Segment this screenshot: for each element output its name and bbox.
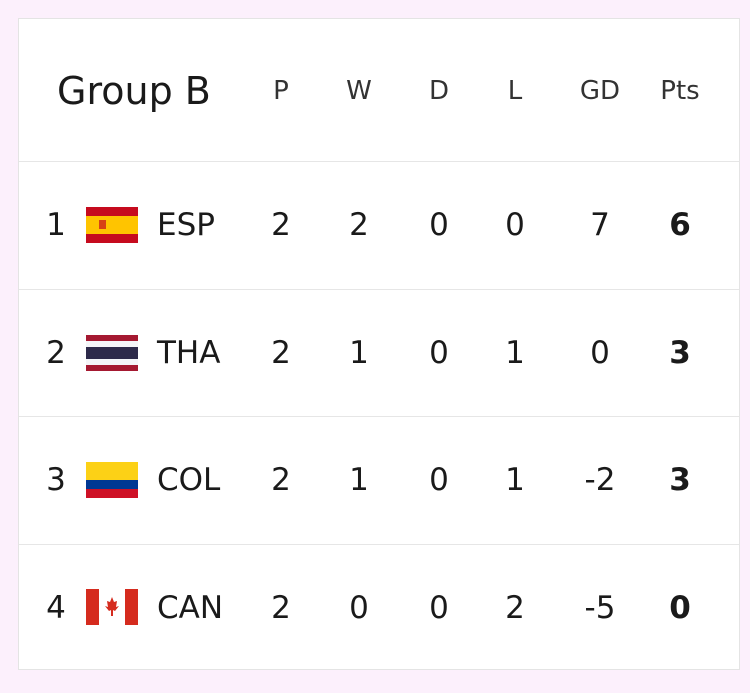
stat: -2 bbox=[584, 462, 616, 498]
row-divider bbox=[19, 544, 739, 545]
flag-tha bbox=[86, 335, 138, 371]
team-code: COL bbox=[157, 462, 221, 498]
rank: 1 bbox=[46, 207, 66, 243]
rank: 2 bbox=[46, 334, 66, 371]
stat: 0 bbox=[505, 207, 525, 243]
stat: 2 bbox=[349, 207, 369, 243]
stat: 1 bbox=[349, 334, 369, 371]
column-header: W bbox=[346, 76, 372, 106]
standings-table: Group B P W D L GD Pts 1 ESP 2 2 0 0 7 6 2 THA 2 1 0 1 0 3 3 COL… bbox=[18, 18, 740, 670]
rank: 4 bbox=[46, 589, 66, 626]
rank: 3 bbox=[46, 462, 66, 498]
stat: 3 bbox=[669, 462, 691, 498]
stat: 2 bbox=[271, 462, 291, 498]
stat: 2 bbox=[271, 334, 291, 371]
column-header: L bbox=[507, 76, 523, 106]
flag-can bbox=[86, 589, 138, 625]
stat: 3 bbox=[669, 334, 691, 371]
stat: 1 bbox=[505, 462, 525, 498]
row-divider bbox=[19, 416, 739, 417]
stat: 0 bbox=[349, 589, 369, 626]
flag-esp bbox=[86, 207, 138, 243]
group-title: Group B bbox=[57, 69, 211, 113]
stat: 0 bbox=[429, 334, 449, 371]
stat: 0 bbox=[590, 334, 610, 371]
column-header: D bbox=[428, 76, 450, 106]
stat: 1 bbox=[349, 462, 369, 498]
stat: 1 bbox=[505, 334, 525, 371]
stat: 0 bbox=[429, 462, 449, 498]
column-header: P bbox=[273, 76, 289, 106]
stat: 2 bbox=[505, 589, 525, 626]
team-code: THA bbox=[157, 334, 221, 371]
flag-col bbox=[86, 462, 138, 498]
team-code: CAN bbox=[157, 589, 224, 626]
row-divider bbox=[19, 161, 739, 162]
row-divider bbox=[19, 289, 739, 290]
stat: 0 bbox=[669, 589, 691, 626]
stat: 6 bbox=[669, 207, 691, 243]
column-header: Pts bbox=[660, 76, 700, 106]
stat: 7 bbox=[590, 207, 610, 243]
stat: 0 bbox=[429, 589, 449, 626]
stat: 2 bbox=[271, 207, 291, 243]
team-code: ESP bbox=[157, 207, 215, 243]
stat: -5 bbox=[584, 589, 616, 626]
stat: 0 bbox=[429, 207, 449, 243]
stat: 2 bbox=[271, 589, 291, 626]
column-header: GD bbox=[579, 76, 621, 106]
